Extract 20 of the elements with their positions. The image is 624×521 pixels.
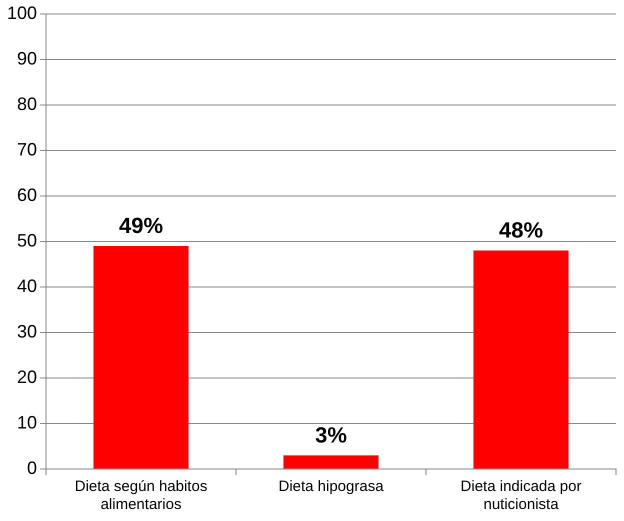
bar <box>94 246 189 468</box>
y-tick-label: 80 <box>17 94 38 114</box>
y-tick-label: 90 <box>17 48 38 68</box>
y-tick-label: 60 <box>17 184 38 205</box>
y-tick-label: 30 <box>17 321 38 342</box>
x-tick-label: Dieta hipograsa <box>278 478 384 496</box>
y-tick-label: 40 <box>17 276 38 296</box>
x-tick-label: Dieta indicada por nuticionista <box>460 478 582 514</box>
data-label: 3% <box>315 422 347 448</box>
y-tick-label: 100 <box>6 2 38 23</box>
bar <box>474 250 569 468</box>
y-tick-label: 50 <box>17 230 38 250</box>
data-label: 48% <box>498 218 544 243</box>
data-label: 49% <box>119 213 164 238</box>
y-tick-label: 20 <box>17 366 38 387</box>
y-tick-label: 10 <box>17 412 38 432</box>
y-tick-label: 0 <box>27 458 38 478</box>
x-tick-label: Dieta según habitos alimentarios <box>74 478 208 514</box>
bar <box>284 455 379 468</box>
y-tick-label: 70 <box>17 139 38 160</box>
